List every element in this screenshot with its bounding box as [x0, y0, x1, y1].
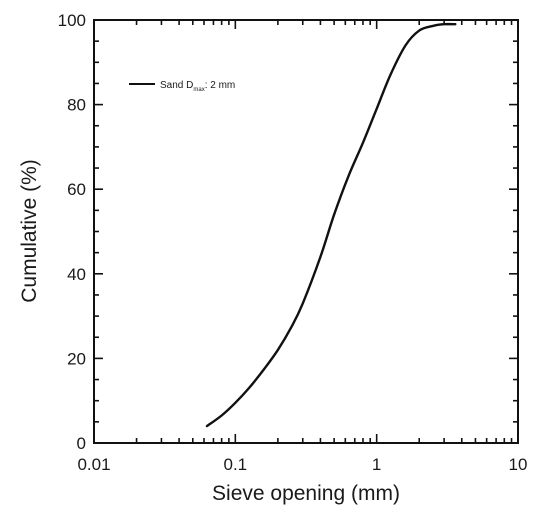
y-tick-label: 40: [67, 265, 86, 284]
x-ticks: [93, 20, 519, 443]
legend-label-tail: : 2 mm: [205, 80, 236, 91]
y-tick-label: 100: [58, 11, 86, 30]
y-ticks: [94, 19, 518, 444]
y-tick-label: 80: [67, 96, 86, 115]
legend-label-main: Sand D: [160, 80, 193, 91]
y-tick-label: 20: [67, 349, 86, 368]
y-axis-title: Cumulative (%): [18, 159, 41, 303]
plot-frame: [93, 19, 519, 444]
x-axis-title: Sieve opening (mm): [212, 482, 400, 505]
x-tick-label: 0.1: [224, 455, 248, 474]
x-tick-label: 1: [372, 455, 381, 474]
x-tick-label: 0.01: [77, 455, 110, 474]
legend-label: Sand Dmax: 2 mm: [160, 80, 235, 93]
legend: Sand Dmax: 2 mm: [129, 80, 235, 93]
x-tick-labels: 0.01 0.1 1 10: [77, 455, 527, 474]
series-line-sand: [205, 22, 457, 428]
y-tick-label: 60: [67, 180, 86, 199]
y-tick-label: 0: [77, 434, 86, 453]
y-tick-labels: 0 20 40 60 80 100: [58, 11, 86, 453]
x-tick-label: 10: [509, 455, 528, 474]
legend-label-sub: max: [193, 87, 204, 93]
